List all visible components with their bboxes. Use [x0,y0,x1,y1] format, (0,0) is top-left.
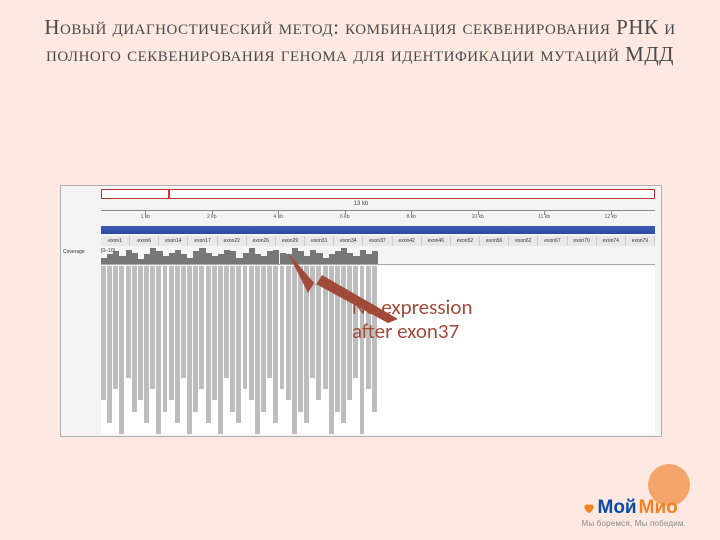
exon-label: exon52 [451,236,480,246]
annotation-line-2: after exon37 [352,319,472,343]
slide: Новый диагностический метод: комбинация … [0,0,720,540]
exon-label: exon6 [130,236,159,246]
exon-label: exon62 [509,236,538,246]
ideogram-track [101,189,655,199]
exon-label: exon34 [334,236,363,246]
exon-label: exon14 [159,236,188,246]
read-column [206,266,211,423]
exon-label: exon1 [101,236,130,246]
exon-label: exon26 [247,236,276,246]
read-column [286,266,291,400]
exon-label: exon42 [393,236,422,246]
read-column [341,266,346,423]
exon-label: exon29 [276,236,305,246]
logo-tagline: Мы боремся, Мы победим. [582,519,687,528]
read-column [261,266,266,412]
read-column [144,266,149,423]
read-column [249,266,254,400]
logo: МойМио Мы боремся, Мы победим. [582,497,687,528]
read-column [101,266,106,400]
refseq-track [101,226,655,234]
read-column [298,266,303,412]
exon-label: exon31 [305,236,334,246]
exon-label: exon67 [538,236,567,246]
read-column [113,266,118,389]
read-column [267,266,272,378]
logo-text-2: Мио [639,497,678,519]
read-column [323,266,328,389]
read-column [224,266,229,378]
exon-labels-track: exon1exon6exon14exon17exon22exon26exon29… [101,236,655,246]
logo-main: МойМио [582,497,678,519]
read-column [138,266,143,400]
exon-label: exon46 [422,236,451,246]
scale-label: 13 kb [61,201,661,207]
exon-label: exon22 [218,236,247,246]
read-column [255,266,260,434]
ruler-track: 1 kb 2 kb 4 kb 6 kb 8 kb 10 kb 11 kb 12 kb [101,210,655,221]
read-column [329,266,334,434]
coverage-row-label: Coverage [63,249,85,255]
read-column [230,266,235,412]
read-column [273,266,278,423]
ruler-tick-label: 10 kb [472,214,484,220]
read-column [187,266,192,434]
ideogram-position-marker [168,189,170,199]
ruler-tick-label: 1 kb [141,214,150,220]
read-column [163,266,168,412]
annotation-text: No expression after exon37 [352,295,472,343]
ruler-tick-label: 8 kb [407,214,416,220]
read-column [280,266,285,389]
exon-label: exon70 [568,236,597,246]
logo-text-1: Мой [598,497,637,519]
read-column [360,266,365,434]
read-column [107,266,112,423]
read-column [304,266,309,423]
ruler-tick-label: 2 kb [207,214,216,220]
read-column [156,266,161,434]
coverage-bar [372,251,378,264]
heart-icon [582,501,596,515]
read-column [169,266,174,400]
read-column [310,266,315,378]
read-column [236,266,241,423]
ruler-tick-label: 4 kb [274,214,283,220]
read-column [181,266,186,378]
slide-title: Новый диагностический метод: комбинация … [40,14,680,69]
read-column [292,266,297,434]
coverage-track [101,248,655,265]
read-column [212,266,217,400]
ruler-tick-label: 11 kb [538,214,550,220]
exon-label: exon79 [626,236,655,246]
read-column [199,266,204,389]
read-column [335,266,340,412]
reads-track [101,266,655,434]
read-column [243,266,248,389]
annotation-line-1: No expression [352,295,472,319]
read-column [175,266,180,423]
exon-label: exon37 [363,236,392,246]
read-column [316,266,321,400]
ruler-tick-label: 6 kb [340,214,349,220]
read-column [126,266,131,378]
exon-label: exon17 [188,236,217,246]
read-column [132,266,137,412]
exon-label: exon74 [597,236,626,246]
ruler-tick-label: 12 kb [605,214,617,220]
exon-label: exon56 [480,236,509,246]
read-column [119,266,124,434]
read-column [150,266,155,389]
read-column [193,266,198,412]
read-column [218,266,223,434]
